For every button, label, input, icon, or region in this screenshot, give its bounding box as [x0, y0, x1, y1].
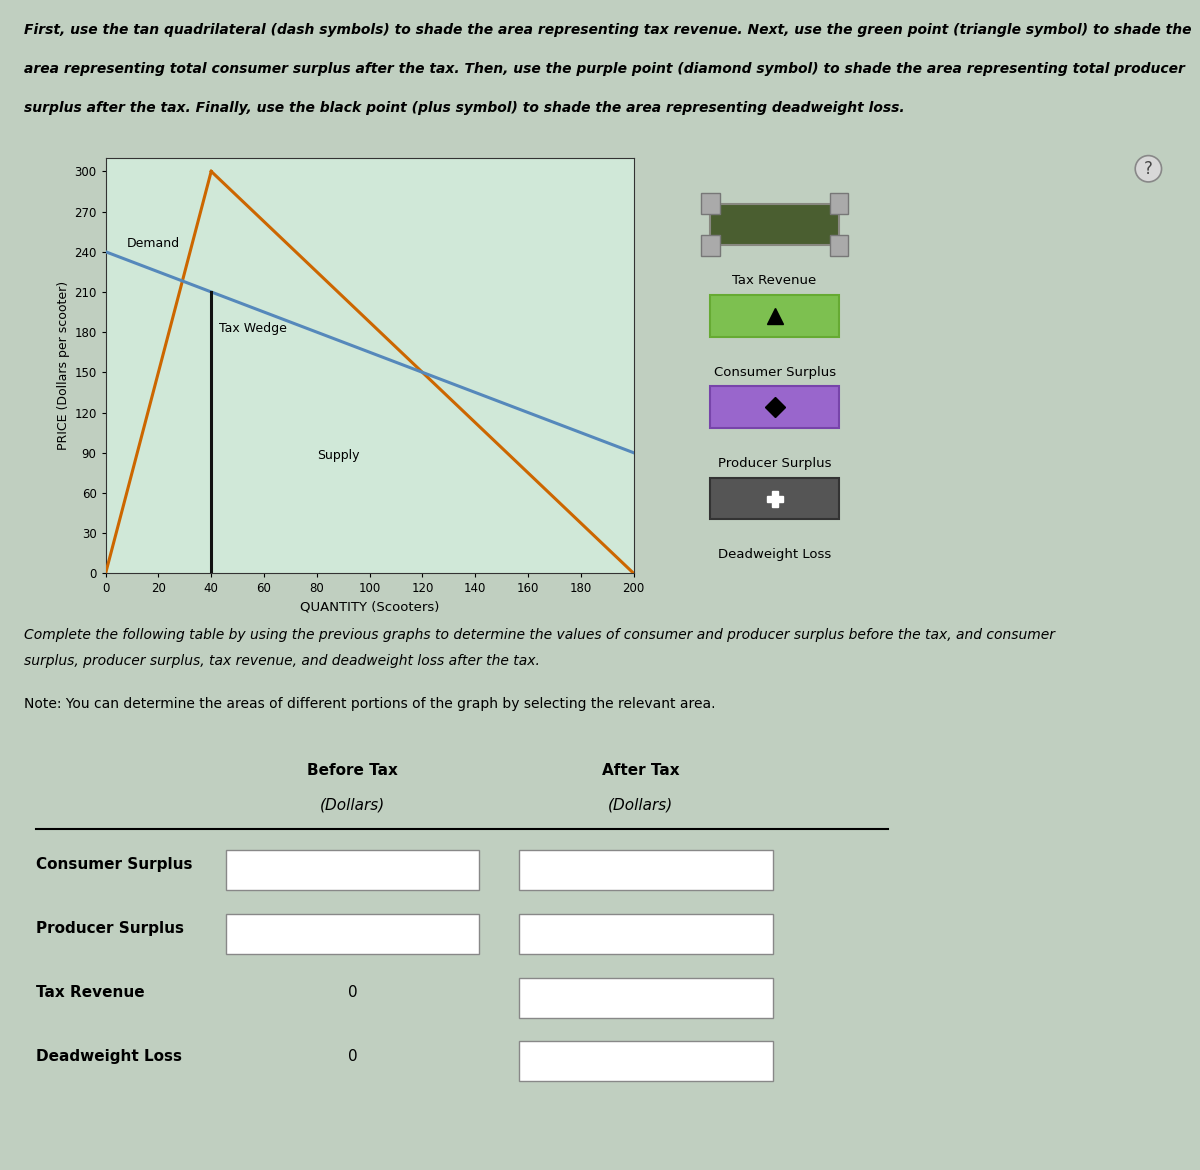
- Text: Producer Surplus: Producer Surplus: [718, 457, 832, 470]
- Text: Supply: Supply: [317, 449, 359, 462]
- FancyBboxPatch shape: [701, 193, 720, 214]
- Text: 0: 0: [348, 1048, 358, 1064]
- Text: area representing total consumer surplus after the tax. Then, use the purple poi: area representing total consumer surplus…: [24, 62, 1184, 76]
- Text: Deadweight Loss: Deadweight Loss: [718, 549, 832, 562]
- FancyBboxPatch shape: [226, 849, 479, 889]
- Text: ?: ?: [1144, 160, 1153, 178]
- Text: (Dollars): (Dollars): [607, 798, 673, 813]
- FancyBboxPatch shape: [520, 978, 773, 1018]
- Text: Before Tax: Before Tax: [307, 763, 397, 778]
- Text: Tax Wedge: Tax Wedge: [220, 322, 287, 335]
- X-axis label: QUANTITY (Scooters): QUANTITY (Scooters): [300, 601, 439, 614]
- FancyBboxPatch shape: [520, 849, 773, 889]
- FancyBboxPatch shape: [520, 914, 773, 954]
- FancyBboxPatch shape: [701, 235, 720, 255]
- Text: Deadweight Loss: Deadweight Loss: [36, 1048, 181, 1064]
- Text: 0: 0: [348, 985, 358, 999]
- FancyBboxPatch shape: [520, 1041, 773, 1081]
- Text: surplus after the tax. Finally, use the black point (plus symbol) to shade the a: surplus after the tax. Finally, use the …: [24, 101, 905, 115]
- FancyBboxPatch shape: [710, 477, 839, 519]
- Text: Producer Surplus: Producer Surplus: [36, 921, 184, 936]
- Text: First, use the tan quadrilateral (dash symbols) to shade the area representing t: First, use the tan quadrilateral (dash s…: [24, 23, 1192, 37]
- Text: Tax Revenue: Tax Revenue: [36, 985, 144, 999]
- Text: Consumer Surplus: Consumer Surplus: [36, 856, 192, 872]
- Text: Note: You can determine the areas of different portions of the graph by selectin: Note: You can determine the areas of dif…: [24, 697, 715, 710]
- FancyBboxPatch shape: [710, 386, 839, 428]
- Text: Demand: Demand: [127, 238, 180, 250]
- FancyBboxPatch shape: [710, 204, 839, 246]
- FancyBboxPatch shape: [829, 193, 848, 214]
- FancyBboxPatch shape: [226, 914, 479, 954]
- Text: Consumer Surplus: Consumer Surplus: [714, 365, 835, 379]
- Text: After Tax: After Tax: [328, 173, 406, 188]
- FancyBboxPatch shape: [710, 295, 839, 337]
- Text: (Dollars): (Dollars): [319, 798, 385, 813]
- FancyBboxPatch shape: [829, 235, 848, 255]
- Text: Complete the following table by using the previous graphs to determine the value: Complete the following table by using th…: [24, 627, 1055, 641]
- Text: Tax Revenue: Tax Revenue: [732, 274, 817, 288]
- Text: surplus, producer surplus, tax revenue, and deadweight loss after the tax.: surplus, producer surplus, tax revenue, …: [24, 654, 540, 668]
- Y-axis label: PRICE (Dollars per scooter): PRICE (Dollars per scooter): [58, 281, 70, 450]
- Text: After Tax: After Tax: [601, 763, 679, 778]
